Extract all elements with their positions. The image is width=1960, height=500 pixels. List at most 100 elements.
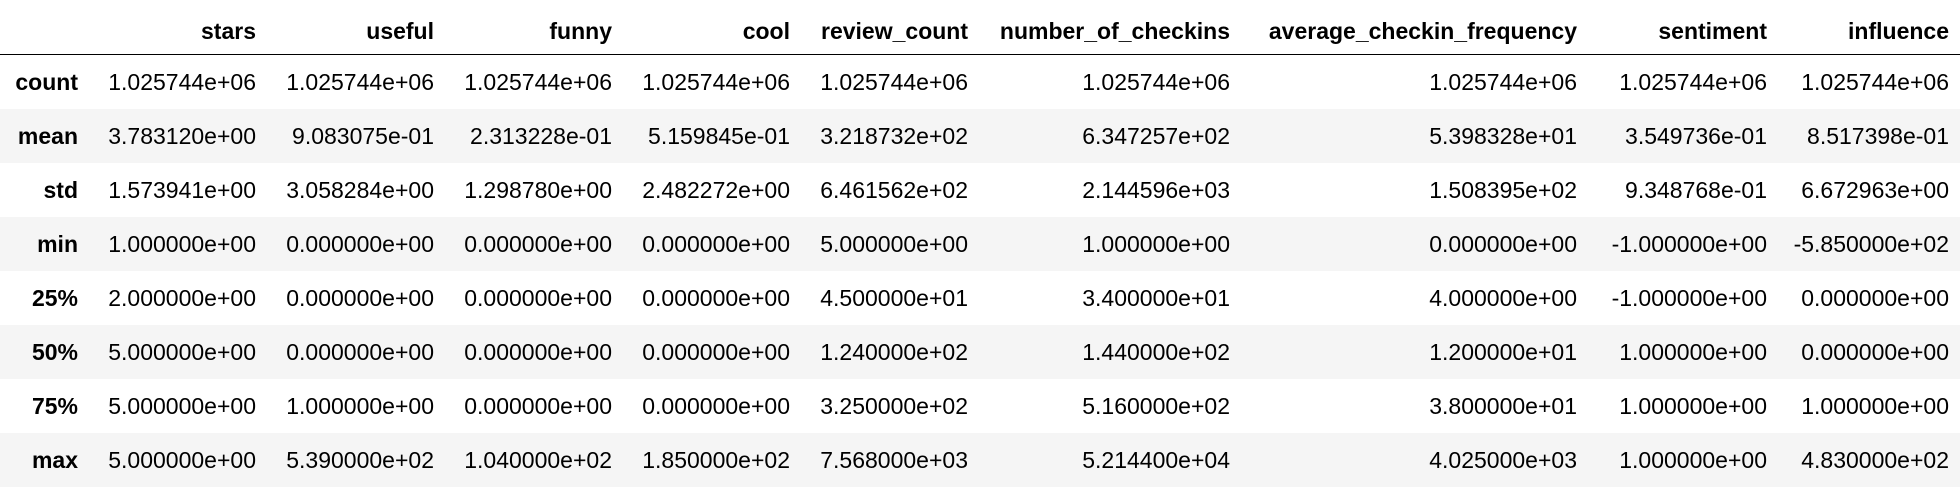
table-cell: 1.298780e+00 [464,177,612,203]
table-cell: 0.000000e+00 [642,393,790,419]
table-cell: 1.000000e+00 [1619,339,1767,365]
table-cell: 1.025744e+06 [286,69,434,95]
table-row-25pct: 25% 2.000000e+00 0.000000e+00 0.000000e+… [0,271,1960,325]
table-cell: 2.482272e+00 [642,177,790,203]
table-cell: 0.000000e+00 [1801,339,1949,365]
table-cell: 5.160000e+02 [1082,393,1230,419]
table-cell: 5.390000e+02 [286,447,434,473]
table-cell: 0.000000e+00 [286,339,434,365]
table-cell: 5.398328e+01 [1429,123,1577,149]
table-cell: -1.000000e+00 [1611,285,1767,311]
table-row-std: std 1.573941e+00 3.058284e+00 1.298780e+… [0,163,1960,217]
row-label: std [43,177,79,203]
table-cell: 9.348768e-01 [1625,177,1767,203]
table-cell: 1.850000e+02 [642,447,790,473]
table-cell: 2.313228e-01 [470,123,612,149]
table-cell: 0.000000e+00 [642,231,790,257]
row-label: count [15,69,78,95]
table-cell: 1.000000e+00 [1082,231,1230,257]
table-cell: 1.025744e+06 [1429,69,1577,95]
table-row-count: count 1.025744e+06 1.025744e+06 1.025744… [0,54,1960,109]
table-cell: 3.800000e+01 [1429,393,1577,419]
table-cell: 1.573941e+00 [108,177,256,203]
table-cell: 1.000000e+00 [1619,447,1767,473]
row-label: min [37,231,78,257]
table-cell: 2.144596e+03 [1082,177,1230,203]
table-cell: 1.025744e+06 [1619,69,1767,95]
table-cell: 5.214400e+04 [1082,447,1230,473]
table-cell: 0.000000e+00 [464,285,612,311]
table-cell: 0.000000e+00 [642,285,790,311]
column-header-stars: stars [89,8,267,55]
table-cell: 3.218732e+02 [820,123,968,149]
table-cell: 1.025744e+06 [642,69,790,95]
table-cell: 4.500000e+01 [820,285,968,311]
table-cell: 1.025744e+06 [464,69,612,95]
table-cell: 1.508395e+02 [1429,177,1577,203]
row-label: 25% [31,285,78,311]
column-header-cool: cool [623,8,801,55]
table-row-max: max 5.000000e+00 5.390000e+02 1.040000e+… [0,433,1960,487]
table-cell: 6.672963e+00 [1801,177,1949,203]
table-row-50pct: 50% 5.000000e+00 0.000000e+00 0.000000e+… [0,325,1960,379]
table-cell: 1.025744e+06 [1082,69,1230,95]
table-cell: 3.400000e+01 [1082,285,1230,311]
table-cell: 2.000000e+00 [108,285,256,311]
index-header-cell [0,8,89,55]
table-cell: 5.000000e+00 [108,447,256,473]
row-label: 50% [31,339,78,365]
table-cell: 4.000000e+00 [1429,285,1577,311]
table-cell: 3.549736e-01 [1625,123,1767,149]
table-cell: 3.058284e+00 [286,177,434,203]
table-cell: 1.000000e+00 [286,393,434,419]
table-cell: 6.461562e+02 [820,177,968,203]
column-header-useful: useful [267,8,445,55]
table-cell: 5.000000e+00 [108,393,256,419]
table-cell: 1.000000e+00 [1801,393,1949,419]
table-cell: 1.240000e+02 [820,339,968,365]
row-label: 75% [31,393,78,419]
column-header-number-of-checkins: number_of_checkins [979,8,1241,55]
table-cell: 5.000000e+00 [108,339,256,365]
table-cell: 1.025744e+06 [820,69,968,95]
table-cell: 3.250000e+02 [820,393,968,419]
table-cell: 0.000000e+00 [286,285,434,311]
table-cell: 0.000000e+00 [642,339,790,365]
table-body: count 1.025744e+06 1.025744e+06 1.025744… [0,54,1960,487]
describe-table: stars useful funny cool review_count num… [0,8,1960,487]
table-cell: 1.025744e+06 [1801,69,1949,95]
table-cell: 4.025000e+03 [1429,447,1577,473]
column-header-review-count: review_count [801,8,979,55]
table-cell: 1.440000e+02 [1082,339,1230,365]
column-header-average-checkin-frequency: average_checkin_frequency [1241,8,1588,55]
table-cell: 5.000000e+00 [820,231,968,257]
table-cell: 1.040000e+02 [464,447,612,473]
row-label: max [31,447,78,473]
table-row-75pct: 75% 5.000000e+00 1.000000e+00 0.000000e+… [0,379,1960,433]
table-cell: 1.000000e+00 [1619,393,1767,419]
table-cell: 0.000000e+00 [464,393,612,419]
table-cell: 7.568000e+03 [820,447,968,473]
table-cell: 4.830000e+02 [1801,447,1949,473]
table-header: stars useful funny cool review_count num… [0,8,1960,55]
table-row-min: min 1.000000e+00 0.000000e+00 0.000000e+… [0,217,1960,271]
table-cell: 9.083075e-01 [292,123,434,149]
table-cell: 3.783120e+00 [108,123,256,149]
table-cell: 6.347257e+02 [1082,123,1230,149]
column-header-sentiment: sentiment [1588,8,1778,55]
table-cell: -1.000000e+00 [1611,231,1767,257]
table-cell: 0.000000e+00 [464,339,612,365]
table-cell: 8.517398e-01 [1807,123,1949,149]
table-cell: 0.000000e+00 [286,231,434,257]
header-row: stars useful funny cool review_count num… [0,8,1960,55]
table-cell: 0.000000e+00 [464,231,612,257]
table-cell: 0.000000e+00 [1801,285,1949,311]
table-cell: 1.200000e+01 [1429,339,1577,365]
row-label: mean [17,123,78,149]
column-header-funny: funny [445,8,623,55]
table-cell: 1.025744e+06 [108,69,256,95]
table-row-mean: mean 3.783120e+00 9.083075e-01 2.313228e… [0,109,1960,163]
table-cell: -5.850000e+02 [1793,231,1949,257]
table-cell: 5.159845e-01 [648,123,790,149]
